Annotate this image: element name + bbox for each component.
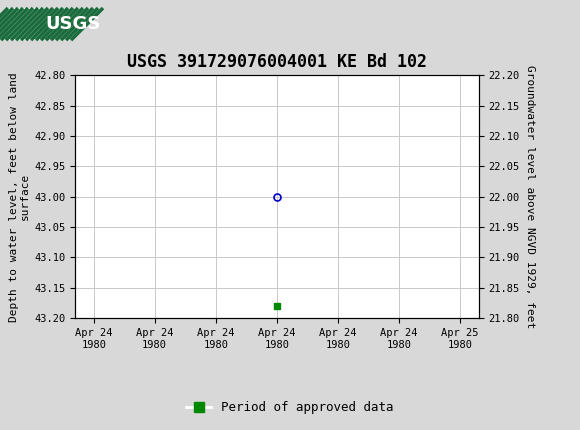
Y-axis label: Depth to water level, feet below land
surface: Depth to water level, feet below land su…	[9, 72, 30, 322]
Legend: Period of approved data: Period of approved data	[181, 396, 399, 419]
Title: USGS 391729076004001 KE Bd 102: USGS 391729076004001 KE Bd 102	[127, 53, 427, 71]
Y-axis label: Groundwater level above NGVD 1929, feet: Groundwater level above NGVD 1929, feet	[525, 65, 535, 329]
Text: USGS: USGS	[45, 15, 100, 33]
FancyBboxPatch shape	[8, 8, 40, 40]
